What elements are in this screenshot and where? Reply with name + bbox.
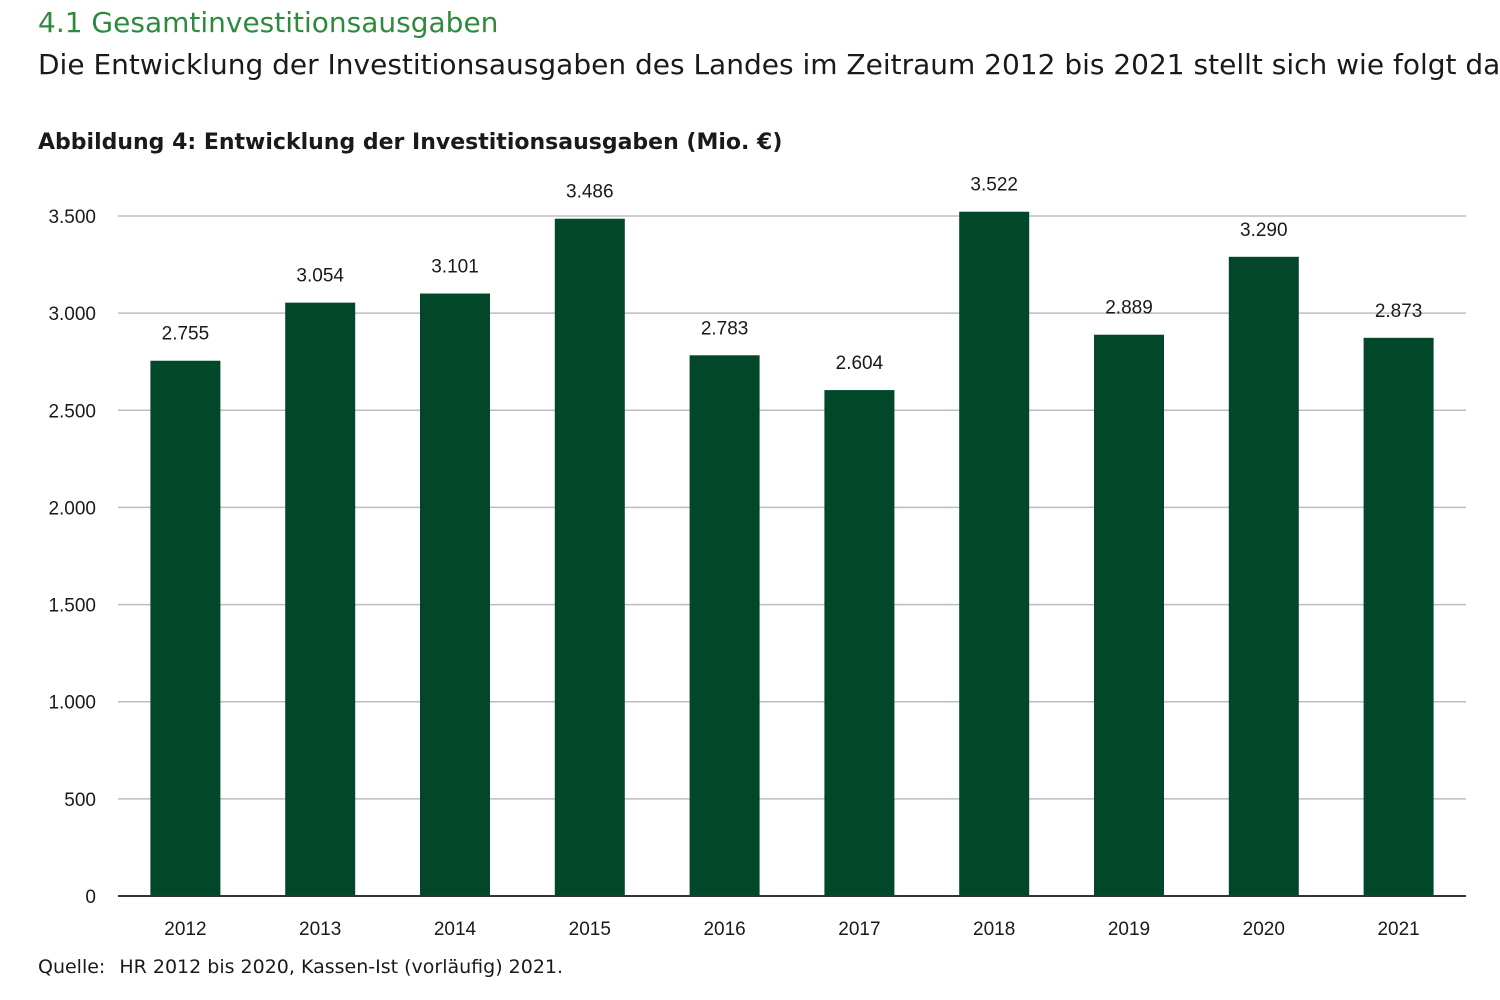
bar-2015: [554, 218, 625, 897]
bars: [150, 211, 1434, 897]
value-label-2021: 2.873: [1375, 301, 1423, 322]
y-tick-label: 0: [85, 887, 96, 908]
value-labels: 2.755 3.054 3.101 3.486 2.783 2.604 3.522 2.889…: [162, 175, 1423, 374]
section-title: 4.1 Gesamtinvestitionsausgaben: [38, 6, 499, 39]
value-label-2020: 3.290: [1240, 220, 1288, 241]
source-text: HR 2012 bis 2020, Kassen-Ist (vorläufig)…: [119, 956, 564, 978]
bar-2019: [1094, 334, 1164, 896]
bar-2013: [285, 302, 356, 896]
x-axis-ticks: 2012 2013 2014 2015 2016 2017 2018 2019 2020 2021: [164, 919, 1419, 940]
value-label-2012: 2.755: [162, 324, 210, 345]
y-axis-ticks: 0 500 1.000 1.500 2.000 2.500 3.000 3.500: [48, 207, 96, 908]
x-tick-label-2017: 2017: [838, 919, 880, 940]
x-tick-label-2016: 2016: [703, 919, 745, 940]
y-tick-label: 1.500: [48, 596, 96, 617]
x-tick-label-2015: 2015: [569, 919, 611, 940]
value-label-2013: 3.054: [296, 266, 344, 287]
value-label-2016: 2.783: [701, 318, 749, 339]
bar-2018: [959, 211, 1030, 896]
intro-paragraph: Die Entwicklung der Investitionsausgaben…: [38, 48, 1500, 81]
bar-2017: [824, 390, 895, 896]
x-tick-label-2018: 2018: [973, 919, 1015, 940]
x-tick-label-2020: 2020: [1243, 919, 1285, 940]
value-label-2014: 3.101: [431, 257, 479, 278]
figure-title: Abbildung 4: Entwicklung der Investition…: [38, 130, 783, 155]
bar-2012: [150, 360, 221, 896]
bar-2014: [420, 293, 490, 896]
bar-2020: [1228, 256, 1299, 896]
y-tick-label: 3.000: [48, 304, 96, 325]
y-tick-label: 2.000: [48, 498, 96, 519]
x-tick-label-2021: 2021: [1377, 919, 1419, 940]
y-tick-label: 500: [64, 790, 96, 811]
bar-2021: [1363, 337, 1434, 896]
y-tick-label: 2.500: [48, 401, 96, 422]
value-label-2019: 2.889: [1105, 298, 1153, 319]
x-tick-label-2014: 2014: [434, 919, 477, 940]
x-tick-label-2019: 2019: [1108, 919, 1150, 940]
x-tick-label-2013: 2013: [299, 919, 341, 940]
x-tick-label-2012: 2012: [164, 919, 206, 940]
y-tick-label: 3.500: [48, 207, 96, 228]
source-label: Quelle:: [38, 956, 106, 978]
value-label-2018: 3.522: [970, 175, 1018, 196]
y-tick-label: 1.000: [48, 693, 96, 714]
bar-2016: [689, 355, 760, 896]
value-label-2015: 3.486: [566, 182, 614, 203]
source-note: Quelle: HR 2012 bis 2020, Kassen-Ist (vor…: [38, 956, 563, 978]
value-label-2017: 2.604: [836, 353, 884, 374]
